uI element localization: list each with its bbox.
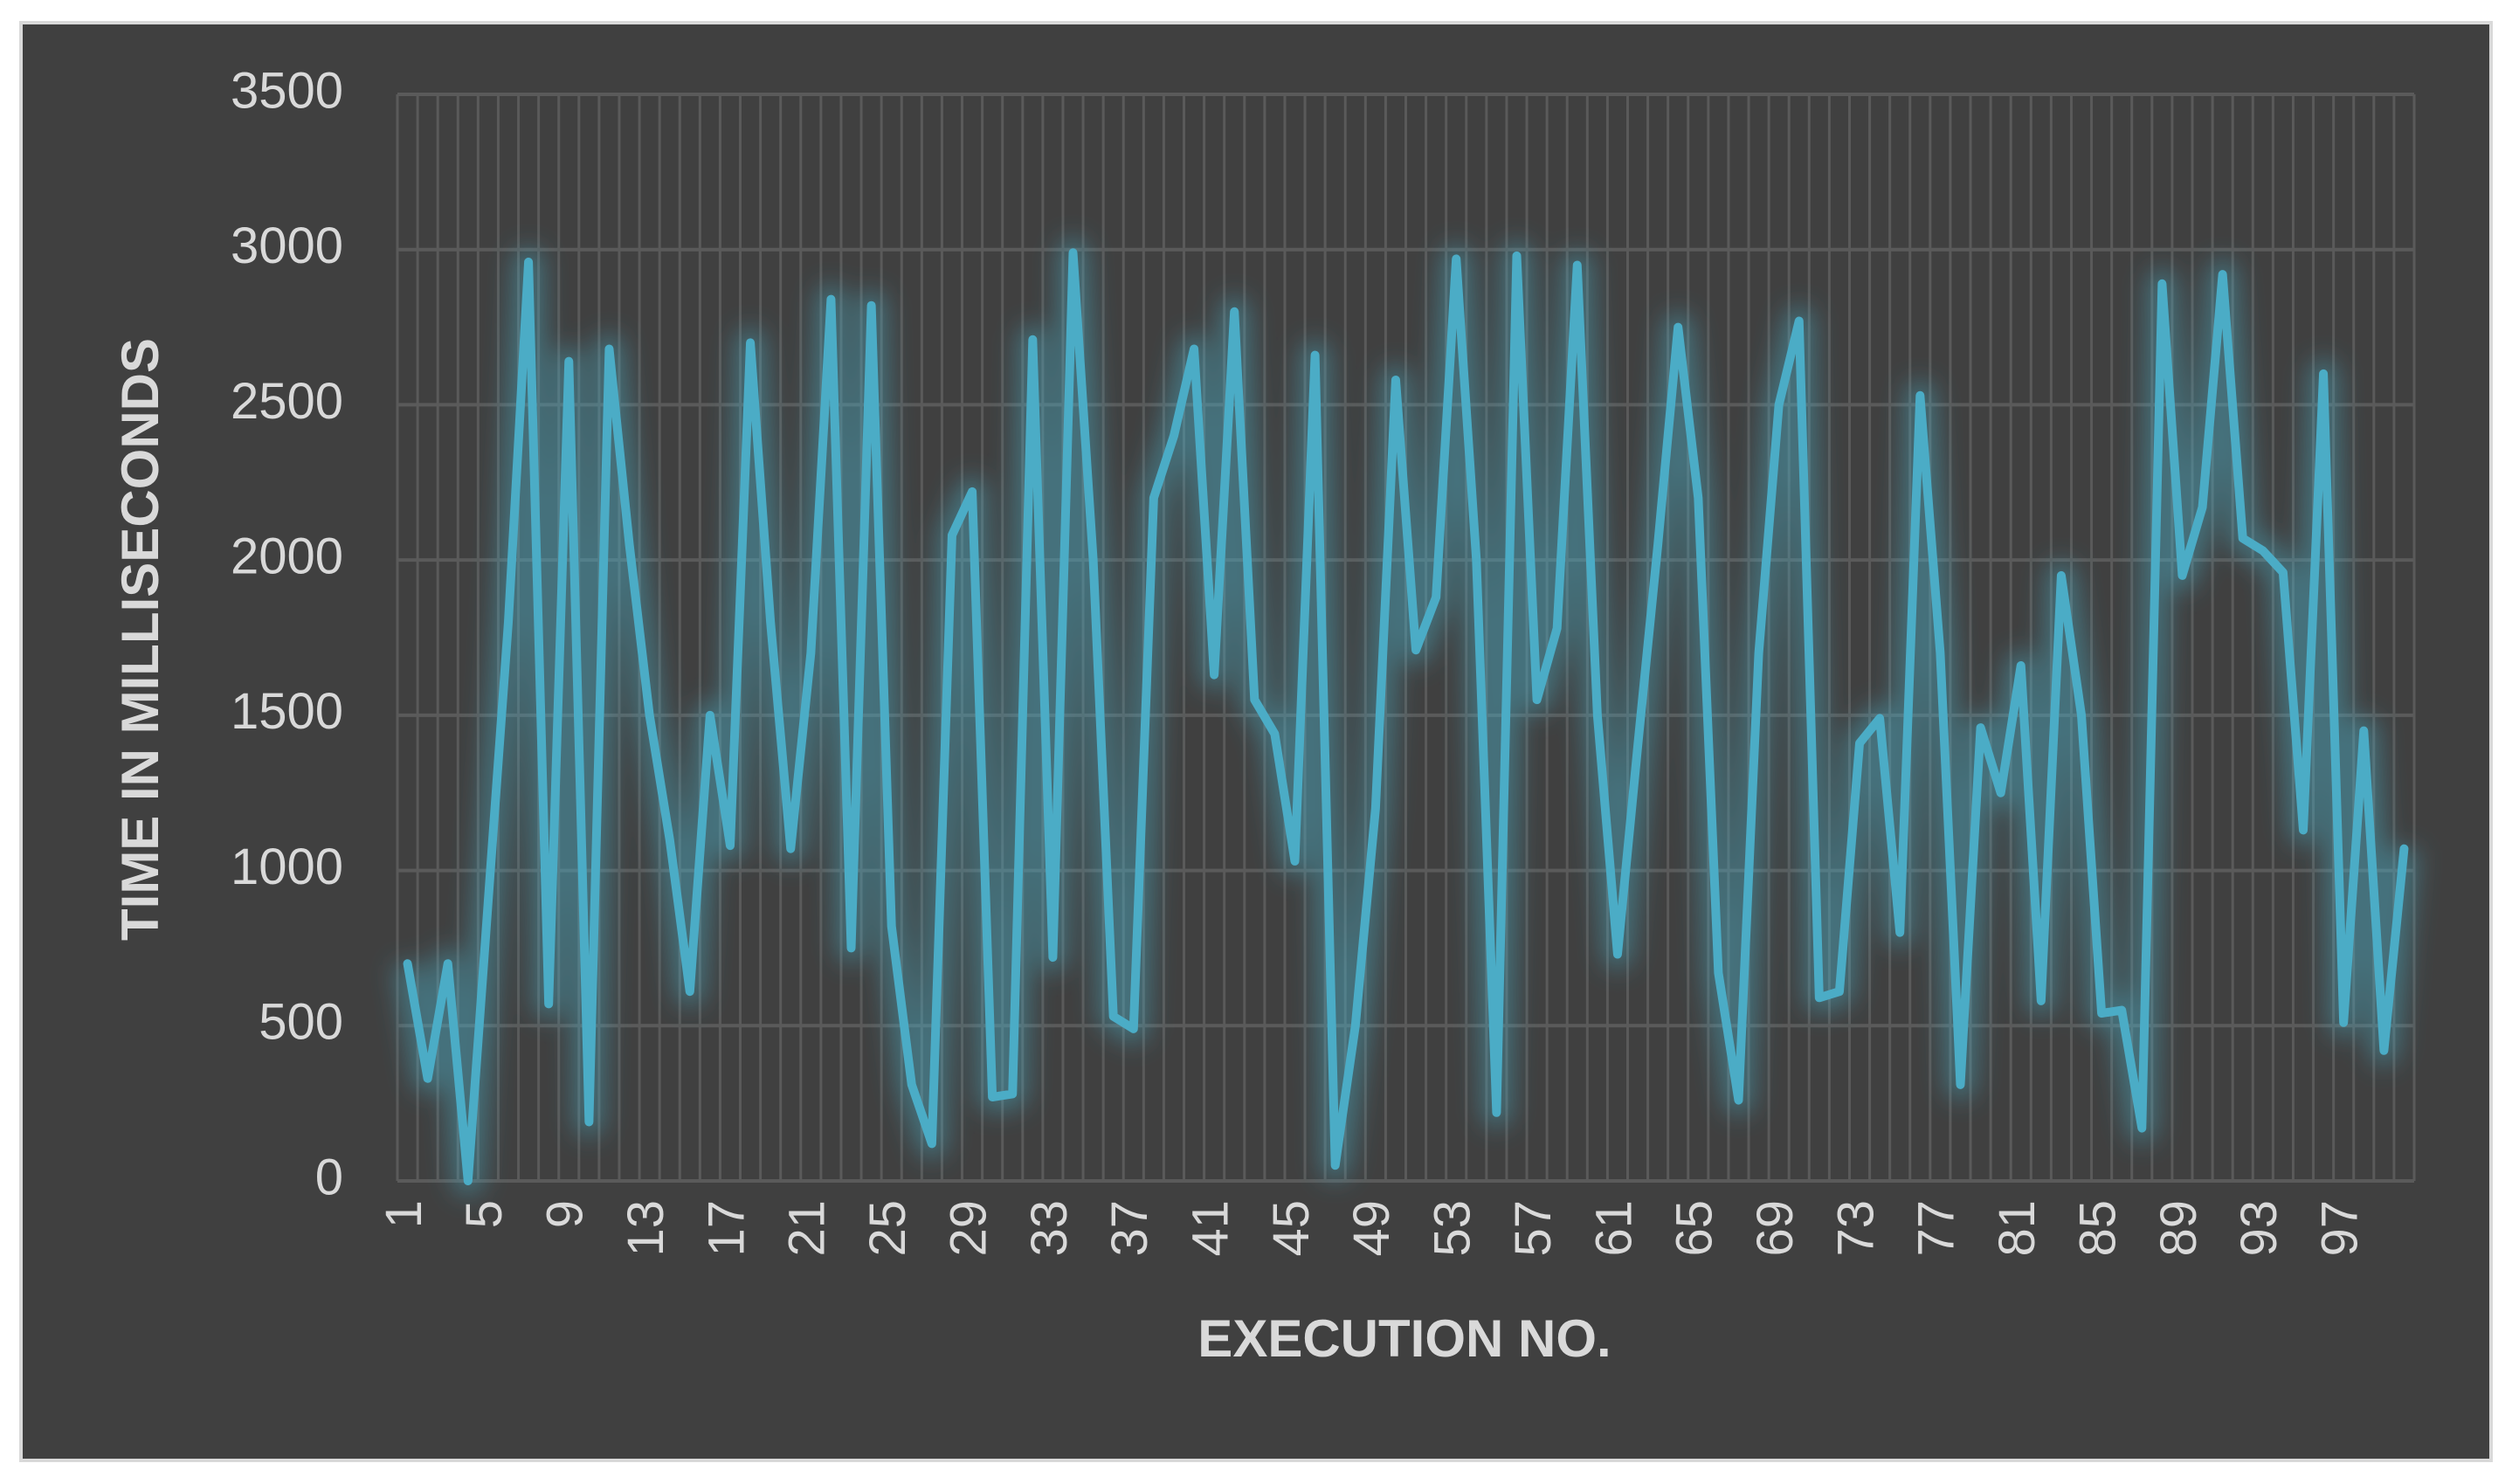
x-tick-label: 21 bbox=[779, 1200, 836, 1257]
x-tick-label: 5 bbox=[456, 1200, 513, 1228]
x-tick-label: 9 bbox=[537, 1200, 594, 1228]
x-tick-label: 89 bbox=[2150, 1200, 2207, 1257]
y-tick-label: 2000 bbox=[231, 528, 343, 584]
x-tick-label: 41 bbox=[1182, 1200, 1239, 1257]
x-tick-label: 45 bbox=[1263, 1200, 1320, 1257]
x-tick-label: 33 bbox=[1021, 1200, 1078, 1257]
y-tick-label: 1500 bbox=[231, 683, 343, 740]
x-tick-label: 81 bbox=[1989, 1200, 2046, 1257]
x-tick-label: 93 bbox=[2231, 1200, 2288, 1257]
x-tick-label: 65 bbox=[1667, 1200, 1723, 1257]
labels: 0 500 1000 1500 2000 2500 3000 3500 1 5 9 13 17 21 25 2… bbox=[231, 62, 2369, 1256]
x-tick-label: 77 bbox=[1908, 1200, 1965, 1257]
data-line bbox=[403, 248, 2409, 1185]
y-axis-title: TIME IN MILLISECONDS bbox=[111, 338, 169, 941]
x-tick-label: 37 bbox=[1101, 1200, 1158, 1257]
x-tick-label: 1 bbox=[376, 1200, 432, 1228]
x-tick-label: 25 bbox=[859, 1200, 916, 1257]
x-tick-label: 61 bbox=[1585, 1200, 1642, 1257]
x-tick-label: 17 bbox=[698, 1200, 755, 1257]
y-tick-label: 0 bbox=[315, 1149, 343, 1205]
x-tick-label: 49 bbox=[1343, 1200, 1400, 1257]
x-tick-label: 73 bbox=[1827, 1200, 1884, 1257]
y-tick-label: 3000 bbox=[231, 217, 343, 274]
y-tick-label: 500 bbox=[259, 994, 343, 1051]
y-tick-label: 2500 bbox=[231, 373, 343, 430]
x-axis-title: EXECUTION NO. bbox=[1197, 1309, 1611, 1368]
x-tick-label: 97 bbox=[2312, 1200, 2369, 1257]
x-tick-label: 85 bbox=[2069, 1200, 2126, 1257]
plot bbox=[392, 238, 2419, 1196]
x-tick-label: 69 bbox=[1747, 1200, 1804, 1257]
x-tick-label: 53 bbox=[1425, 1200, 1481, 1257]
x-tick-label: 13 bbox=[618, 1200, 674, 1257]
y-tick-label: 1000 bbox=[231, 839, 343, 895]
x-tick-label: 29 bbox=[940, 1200, 997, 1257]
x-tick-label: 57 bbox=[1505, 1200, 1562, 1257]
y-tick-label: 3500 bbox=[231, 62, 343, 119]
